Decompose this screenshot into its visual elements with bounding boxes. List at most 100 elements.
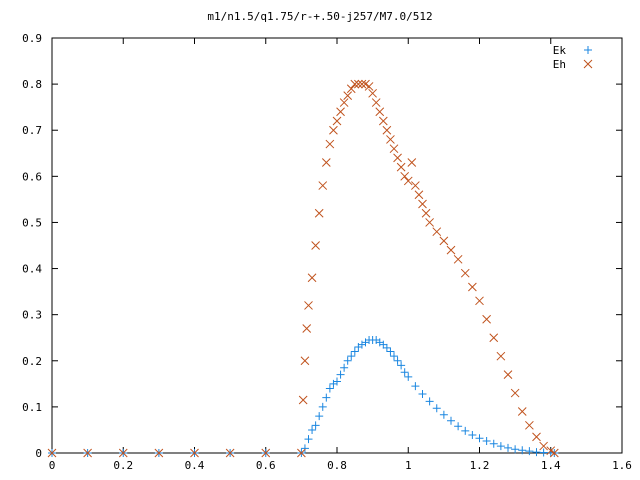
data-point	[261, 448, 271, 458]
data-point	[190, 448, 199, 458]
data-point	[432, 404, 441, 413]
y-axis: 0 0.1 0.2 0.3 0.4 0.5 0.6 0.7 0.8 0.9	[22, 32, 622, 460]
data-point	[489, 439, 498, 448]
data-point	[318, 402, 327, 411]
data-point	[454, 422, 463, 431]
x-axis: 0 0.2 0.4 0.6 0.8 1 1.2 1.4 1.6	[49, 38, 632, 472]
data-point	[407, 158, 417, 167]
data-point	[298, 395, 308, 405]
plot-frame	[51, 37, 623, 454]
data-point	[321, 158, 331, 167]
y-tick-label: 0.4	[22, 263, 42, 276]
y-tick-label: 0.1	[22, 401, 42, 414]
x-tick-label: 0.8	[327, 459, 347, 472]
data-point	[421, 208, 431, 218]
data-point	[368, 88, 377, 98]
chart-title: m1/n1.5/q1.75/r-+.50-j257/M7.0/512	[207, 10, 432, 23]
data-point	[336, 370, 345, 379]
data-point	[311, 241, 320, 250]
data-point	[390, 352, 398, 361]
x-tick-label: 0	[49, 459, 56, 472]
data-point	[318, 181, 328, 190]
data-point	[447, 416, 455, 425]
data-point	[539, 448, 548, 457]
legend-marker	[584, 46, 592, 54]
data-point	[496, 442, 505, 451]
data-point	[83, 448, 92, 458]
data-point	[404, 372, 413, 381]
data-point	[411, 382, 420, 391]
data-point	[382, 343, 391, 352]
data-point	[489, 333, 499, 343]
y-tick-label: 0.6	[22, 170, 42, 183]
data-point	[333, 377, 341, 386]
data-point	[389, 144, 399, 154]
data-point	[304, 435, 313, 444]
data-point	[347, 352, 356, 361]
data-point	[525, 420, 534, 430]
x-tick-label: 1	[405, 459, 412, 472]
data-point	[118, 448, 128, 458]
y-tick-label: 0.5	[22, 216, 42, 229]
x-tick-label: 1.6	[612, 459, 632, 472]
data-point	[304, 301, 313, 310]
data-point	[517, 407, 527, 416]
data-point	[343, 356, 352, 365]
legend-label: Eh	[553, 58, 566, 71]
data-point	[400, 171, 410, 181]
data-point	[403, 176, 413, 186]
data-point	[439, 410, 448, 419]
data-point	[325, 139, 335, 149]
y-tick-label: 0	[35, 447, 42, 460]
data-point	[461, 426, 470, 435]
data-point	[475, 296, 484, 306]
data-point	[300, 444, 309, 453]
data-point	[325, 384, 334, 393]
data-point	[302, 324, 312, 333]
data-point	[468, 431, 477, 440]
data-point	[336, 107, 345, 117]
data-point	[314, 208, 324, 218]
y-tick-label: 0.8	[22, 78, 42, 91]
y-tick-label: 0.3	[22, 309, 42, 322]
data-point	[340, 363, 349, 372]
data-point	[322, 393, 331, 402]
data-point	[439, 236, 449, 246]
data-point	[346, 84, 356, 94]
data-point	[354, 79, 363, 89]
data-point	[532, 448, 541, 457]
data-point	[332, 116, 342, 126]
y-tick-label: 0.7	[22, 124, 42, 137]
data-point	[446, 245, 456, 255]
data-point	[297, 448, 306, 458]
data-point	[411, 181, 420, 190]
data-point	[350, 79, 360, 89]
data-point	[154, 448, 164, 458]
data-point	[549, 448, 559, 458]
data-point	[225, 448, 235, 458]
data-point	[47, 448, 57, 458]
series-layer	[47, 79, 559, 458]
x-tick-label: 0.4	[185, 459, 205, 472]
data-point	[453, 254, 463, 264]
data-point	[418, 389, 427, 398]
data-point	[482, 437, 491, 446]
data-point	[468, 282, 477, 292]
x-tick-label: 1.4	[541, 459, 561, 472]
data-point	[460, 268, 470, 278]
data-point	[496, 351, 506, 361]
data-point	[311, 421, 320, 430]
data-point	[339, 98, 349, 107]
data-point	[393, 356, 402, 365]
data-point	[510, 388, 520, 398]
data-point	[425, 397, 434, 406]
legend-label: Ek	[553, 44, 567, 57]
data-point	[482, 314, 491, 324]
legend-marker	[583, 59, 593, 69]
data-point	[364, 82, 374, 91]
data-point	[400, 368, 409, 377]
data-point	[393, 153, 402, 163]
data-point	[357, 79, 367, 89]
